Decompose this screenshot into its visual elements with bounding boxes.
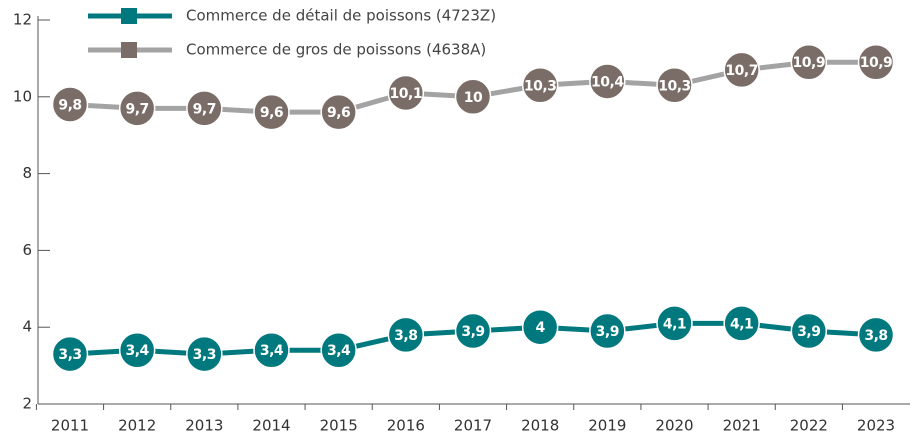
value-label: 10,9: [860, 55, 893, 71]
value-label: 4: [536, 320, 546, 336]
value-label: 3,8: [394, 328, 417, 344]
value-label: 10,3: [524, 78, 557, 94]
y-tick-label: 10: [13, 87, 32, 105]
point: [253, 93, 290, 131]
x-tick-label: 2012: [118, 417, 156, 435]
point: [521, 308, 559, 346]
x-tick-label: 2017: [454, 417, 492, 435]
y-tick-label: 8: [22, 164, 32, 182]
y-tick-label: 4: [22, 318, 32, 336]
value-label: 10,1: [390, 86, 423, 102]
point: [51, 335, 89, 373]
point: [723, 51, 760, 89]
point: [454, 78, 492, 116]
y-tick-label: 2: [22, 395, 32, 413]
point: [454, 312, 492, 350]
point: [320, 93, 357, 131]
value-label: 10,3: [658, 78, 691, 94]
value-label: 9,7: [193, 101, 216, 117]
value-label: 9,8: [58, 97, 81, 113]
legend-marker: [121, 42, 137, 58]
value-label: 3,9: [797, 324, 820, 340]
y-tick-label: 12: [13, 11, 32, 29]
value-label: 10,4: [591, 74, 624, 90]
value-label: 10,7: [725, 63, 758, 79]
point: [118, 331, 156, 369]
value-label: 3,4: [126, 343, 150, 359]
value-label: 10: [464, 90, 483, 106]
legend-marker: [121, 8, 137, 24]
value-label: 3,4: [327, 343, 351, 359]
point: [521, 67, 559, 104]
point: [589, 63, 626, 100]
point: [186, 335, 223, 373]
value-label: 3,3: [58, 347, 81, 363]
point: [790, 43, 828, 81]
value-label: 4,1: [730, 316, 753, 332]
value-label: 3,4: [260, 343, 284, 359]
point: [253, 331, 290, 369]
point: [857, 316, 895, 354]
x-tick-label: 2019: [588, 417, 626, 435]
value-label: 3,8: [864, 328, 887, 344]
x-tick-label: 2020: [655, 417, 693, 435]
point: [320, 331, 357, 369]
point: [857, 43, 895, 81]
point: [51, 86, 89, 123]
value-label: 3,9: [596, 324, 619, 340]
point: [387, 74, 425, 112]
x-tick-label: 2015: [320, 417, 358, 435]
point: [186, 90, 223, 127]
x-tick-label: 2013: [185, 417, 223, 435]
legend-label: Commerce de détail de poissons (4723Z): [186, 7, 496, 25]
point: [656, 67, 693, 104]
point: [790, 312, 828, 350]
point: [723, 305, 760, 342]
point: [118, 90, 156, 127]
value-label: 3,3: [193, 347, 216, 363]
point: [656, 305, 693, 342]
x-tick-label: 2022: [790, 417, 828, 435]
value-label: 9,6: [260, 105, 283, 121]
x-tick-label: 2021: [723, 417, 761, 435]
y-tick-label: 6: [22, 241, 32, 259]
point: [387, 316, 425, 354]
x-tick-label: 2023: [857, 417, 895, 435]
value-label: 3,9: [461, 324, 484, 340]
value-label: 9,7: [126, 101, 149, 117]
value-label: 10,9: [793, 55, 826, 71]
value-label: 4,1: [663, 316, 686, 332]
legend-label: Commerce de gros de poissons (4638A): [186, 41, 486, 59]
x-tick-label: 2011: [51, 417, 89, 435]
x-tick-label: 2014: [252, 417, 290, 435]
point: [589, 312, 626, 350]
value-label: 9,6: [327, 105, 350, 121]
x-tick-label: 2016: [387, 417, 425, 435]
x-tick-label: 2018: [521, 417, 559, 435]
